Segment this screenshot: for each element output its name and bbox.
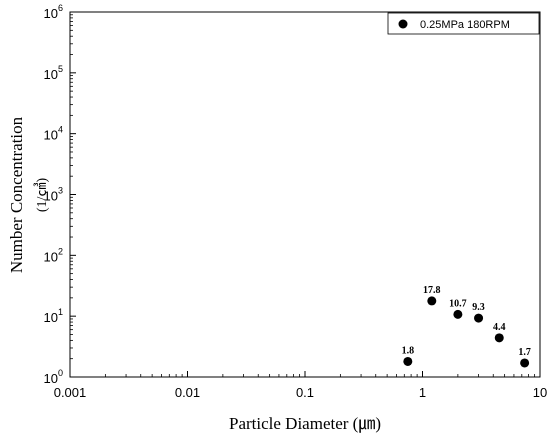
y-tick-label: 101 — [44, 307, 63, 325]
data-point — [474, 313, 484, 323]
x-axis-title: Particle Diameter (㎛) — [229, 414, 381, 434]
data-point — [520, 358, 530, 368]
data-point — [453, 309, 463, 319]
legend-label: 0.25MPa 180RPM — [420, 19, 510, 31]
data-point — [494, 333, 504, 343]
y-tick-label: 105 — [44, 64, 63, 82]
data-points — [403, 296, 530, 368]
data-label: 4.4 — [493, 322, 506, 333]
data-label: 9.3 — [472, 302, 485, 313]
data-label: 10.7 — [449, 298, 467, 309]
y-tick-label: 102 — [44, 246, 63, 264]
y-tick-label: 103 — [44, 186, 63, 204]
data-labels: 1.8 17.8 10.7 9.3 4.4 1.7 — [402, 285, 531, 358]
data-point — [427, 296, 437, 306]
data-point — [403, 356, 413, 366]
x-tick-label: 10 — [533, 385, 547, 400]
y-axis-title: Number Concentration — [7, 116, 26, 273]
y-tick-label: 106 — [44, 3, 63, 21]
data-label: 1.8 — [402, 345, 415, 356]
data-label: 17.8 — [423, 285, 441, 296]
x-tick-label: 0.01 — [175, 385, 200, 400]
x-tick-label: 0.001 — [54, 385, 87, 400]
legend: 0.25MPa 180RPM — [387, 12, 540, 35]
legend-marker — [398, 19, 408, 29]
y-tick-labels: 100 101 102 103 104 105 106 — [44, 3, 63, 386]
y-axis-unit: (1/㎤) — [34, 178, 50, 213]
x-tick-label: 0.1 — [296, 385, 314, 400]
data-label: 1.7 — [518, 347, 531, 358]
plot-frame — [69, 11, 541, 378]
legend-box — [387, 12, 540, 35]
y-tick-label: 104 — [44, 125, 63, 143]
x-tick-labels: 0.001 0.01 0.1 1 10 — [54, 385, 548, 400]
axis-ticks — [69, 11, 541, 378]
x-tick-label: 1 — [419, 385, 426, 400]
y-tick-label: 100 — [44, 368, 63, 386]
